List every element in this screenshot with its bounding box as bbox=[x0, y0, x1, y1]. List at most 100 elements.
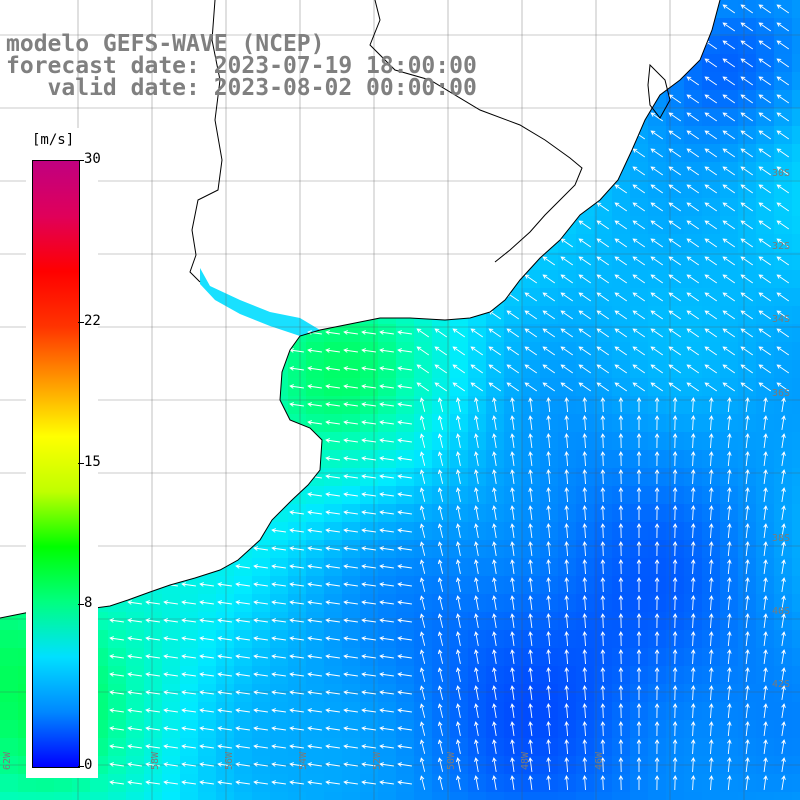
wind-arrow bbox=[686, 346, 700, 356]
wind-arrow bbox=[127, 618, 142, 623]
wind-speed-cell bbox=[216, 792, 235, 800]
wind-arrow bbox=[722, 328, 736, 338]
wind-arrow bbox=[690, 505, 696, 521]
wind-arrow bbox=[253, 654, 268, 659]
wind-speed-cell bbox=[180, 792, 199, 800]
wind-speed-cell bbox=[450, 792, 469, 800]
wind-arrow bbox=[325, 582, 340, 587]
wind-arrow bbox=[618, 577, 624, 593]
wind-arrow bbox=[781, 541, 786, 556]
wind-arrow bbox=[745, 613, 750, 629]
wind-arrow bbox=[253, 582, 268, 587]
wind-arrow bbox=[455, 559, 461, 574]
wind-arrow bbox=[596, 310, 610, 320]
wind-arrow bbox=[109, 708, 124, 713]
wind-arrow bbox=[528, 739, 533, 754]
colorbar-tick-mark bbox=[78, 321, 84, 323]
wind-arrow bbox=[672, 433, 678, 449]
wind-arrow bbox=[325, 330, 340, 335]
wind-arrow bbox=[614, 202, 628, 212]
wind-speed-cell bbox=[0, 666, 19, 685]
wind-arrow bbox=[307, 618, 322, 623]
wind-arrow bbox=[776, 130, 790, 140]
wind-arrow bbox=[510, 415, 515, 430]
wind-arrow bbox=[379, 348, 394, 353]
wind-arrow bbox=[235, 744, 250, 749]
wind-arrow bbox=[492, 433, 497, 448]
wind-arrow bbox=[614, 184, 628, 194]
wind-speed-cell bbox=[0, 720, 19, 739]
wind-arrow bbox=[163, 618, 178, 623]
wind-arrow bbox=[650, 382, 664, 392]
wind-arrow bbox=[672, 721, 678, 737]
wind-arrow bbox=[722, 112, 736, 122]
wind-arrow bbox=[437, 631, 444, 646]
wind-arrow bbox=[510, 613, 515, 628]
wind-arrow bbox=[488, 382, 502, 392]
wind-arrow bbox=[419, 703, 426, 718]
wind-arrow bbox=[455, 649, 461, 664]
wind-arrow bbox=[145, 672, 160, 677]
wind-arrow bbox=[510, 505, 515, 520]
wind-arrow bbox=[776, 112, 790, 122]
wind-speed-cell bbox=[522, 792, 541, 800]
wind-arrow bbox=[145, 726, 160, 731]
wind-arrow bbox=[600, 577, 606, 593]
wind-arrow bbox=[546, 451, 551, 467]
wind-arrow bbox=[618, 703, 624, 719]
wind-arrow bbox=[109, 744, 124, 749]
wind-speed-cell bbox=[792, 522, 800, 541]
wind-arrow bbox=[776, 4, 790, 14]
wind-arrow bbox=[379, 546, 394, 551]
wind-arrow bbox=[781, 667, 786, 682]
wind-arrow bbox=[636, 721, 642, 736]
wind-arrow bbox=[654, 415, 660, 431]
wind-arrow bbox=[419, 667, 426, 682]
wind-arrow bbox=[325, 474, 340, 479]
wind-arrow bbox=[307, 546, 322, 551]
wind-arrow bbox=[474, 595, 479, 610]
wind-arrow bbox=[235, 582, 250, 587]
wind-arrow bbox=[781, 505, 786, 520]
wind-arrow bbox=[510, 649, 515, 664]
wind-arrow bbox=[564, 487, 569, 503]
wind-arrow bbox=[506, 328, 520, 338]
wind-arrow bbox=[776, 94, 790, 104]
wind-arrow bbox=[289, 366, 304, 371]
wind-arrow bbox=[668, 148, 682, 158]
wind-arrow bbox=[636, 775, 642, 790]
wind-arrow bbox=[145, 618, 160, 623]
wind-arrow bbox=[650, 112, 664, 122]
wind-speed-cell bbox=[792, 432, 800, 451]
wind-arrow bbox=[361, 528, 376, 533]
wind-arrow bbox=[474, 415, 479, 430]
wind-arrow bbox=[686, 292, 700, 302]
wind-arrow bbox=[708, 775, 714, 791]
wind-arrow bbox=[745, 505, 750, 521]
wind-arrow bbox=[528, 685, 533, 700]
wind-arrow bbox=[271, 582, 286, 587]
border-line-uruguay bbox=[189, 0, 223, 283]
wind-arrow bbox=[636, 595, 642, 610]
wind-arrow bbox=[614, 382, 628, 392]
wind-arrow bbox=[361, 708, 376, 713]
wind-arrow bbox=[727, 451, 732, 467]
wind-arrow bbox=[181, 744, 196, 749]
wind-arrow bbox=[271, 528, 286, 533]
wind-arrow bbox=[690, 649, 696, 665]
wind-arrow bbox=[560, 274, 574, 284]
wind-arrow bbox=[758, 364, 772, 374]
wind-arrow bbox=[776, 58, 790, 68]
wind-arrow bbox=[636, 757, 642, 772]
wind-arrow bbox=[217, 636, 232, 641]
wind-arrow bbox=[528, 775, 533, 790]
wind-arrow bbox=[668, 130, 682, 140]
wind-arrow bbox=[397, 600, 412, 605]
wind-arrow bbox=[654, 775, 660, 791]
wind-arrow bbox=[614, 256, 628, 266]
wind-arrow bbox=[528, 469, 533, 484]
wind-speed-cell bbox=[684, 792, 703, 800]
wind-arrow bbox=[704, 274, 718, 284]
wind-arrow bbox=[618, 433, 624, 449]
wind-arrow bbox=[528, 667, 533, 682]
